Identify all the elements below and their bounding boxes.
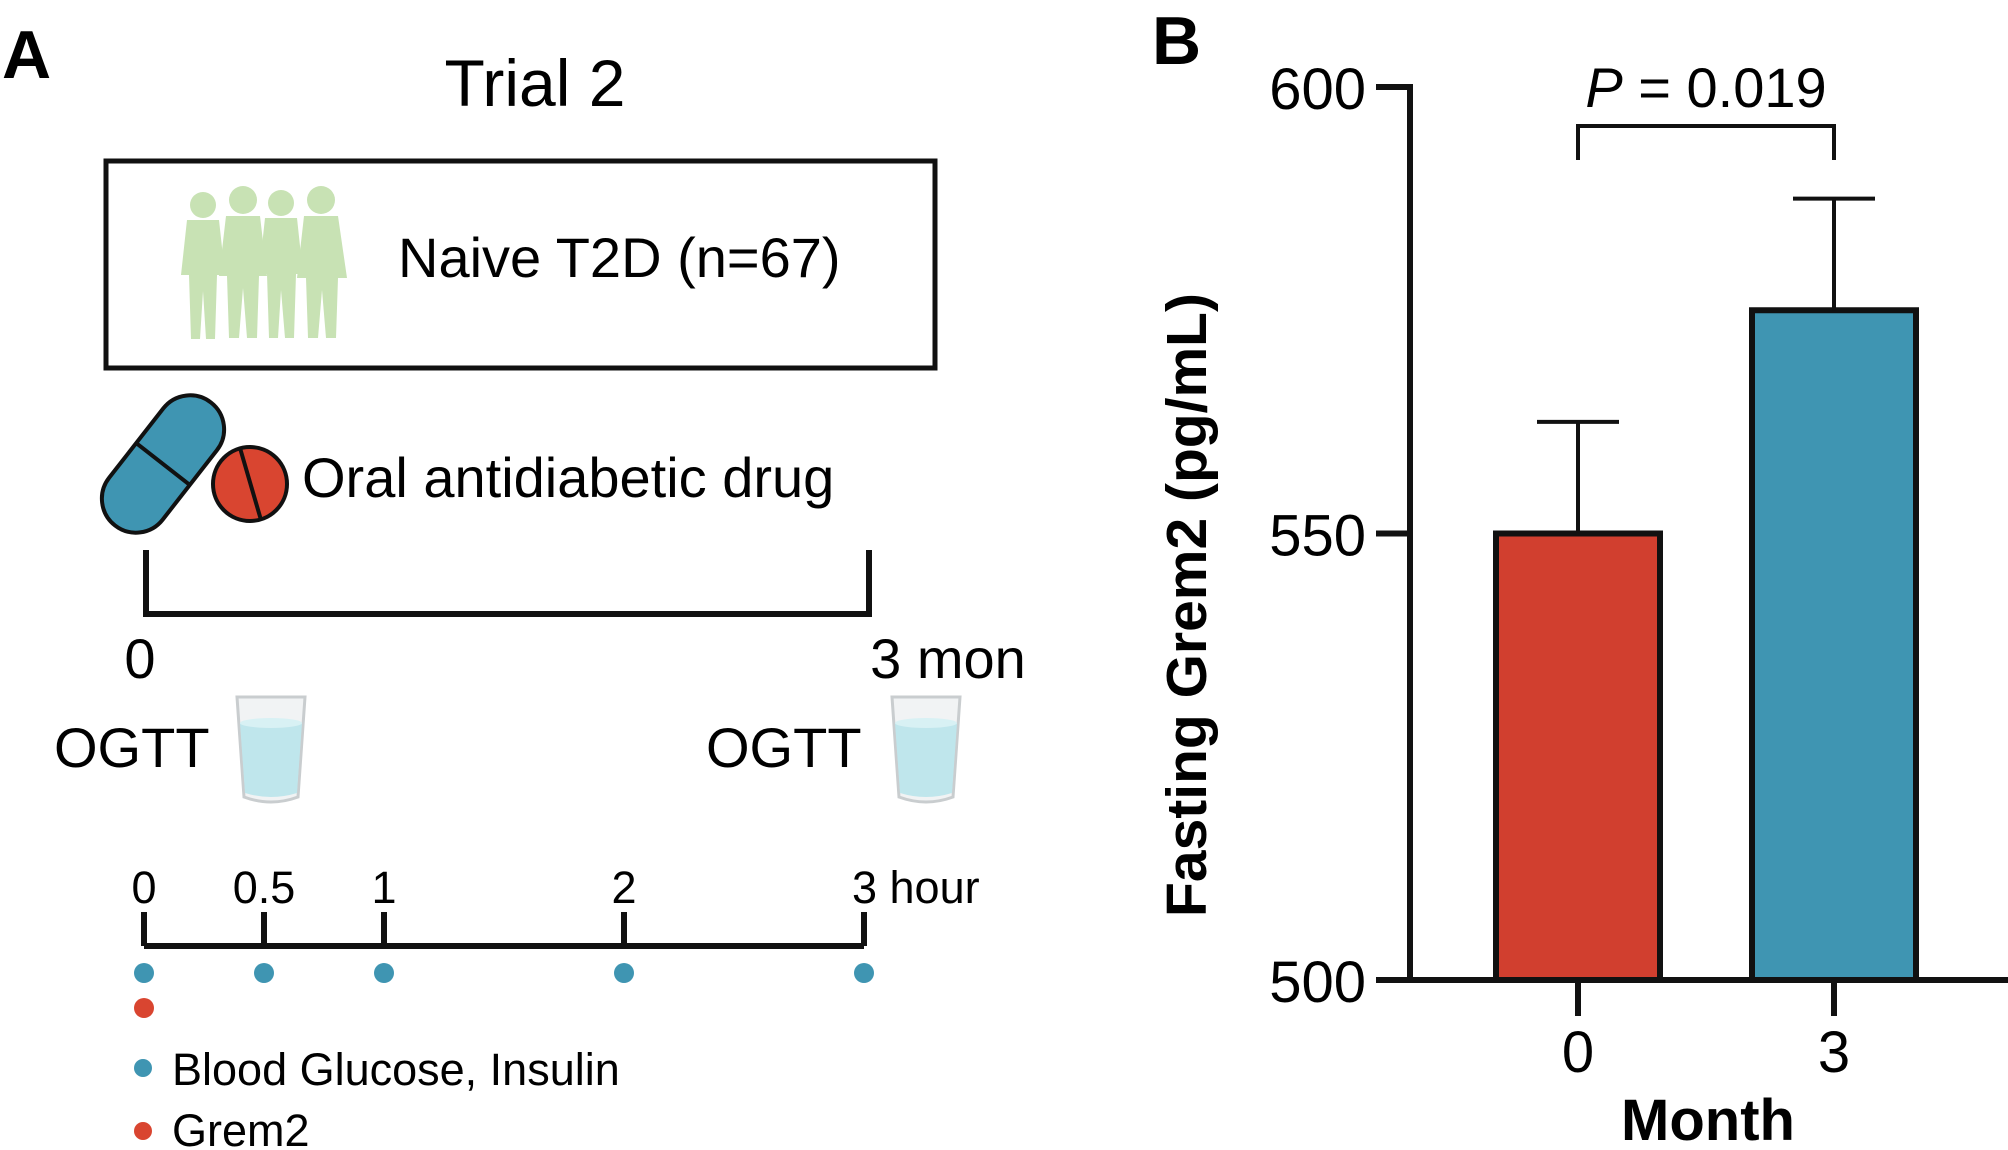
legend-marker-grem2 — [134, 1122, 152, 1140]
ogtt-time-axis: 0 0.5 1 2 3 hour — [131, 862, 980, 1018]
y-axis-label: Fasting Grem2 (pg/mL) — [1155, 293, 1219, 917]
panel-b-label: B — [1152, 3, 1201, 79]
trial-title: Trial 2 — [445, 46, 626, 120]
bar-month-0 — [1493, 530, 1663, 983]
cohort-box — [103, 158, 938, 371]
ogtt-tick-label: 2 — [611, 862, 636, 913]
sample-dot-grem2 — [134, 998, 154, 1018]
sample-dot-glucose-insulin — [614, 963, 634, 983]
p-value-label: P = 0.019 — [1585, 56, 1826, 119]
sample-dot-glucose-insulin — [374, 963, 394, 983]
bar-month-3 — [1749, 307, 1919, 983]
timeline-start-label: 0 — [124, 627, 155, 690]
significance-bracket — [1576, 124, 1836, 160]
legend-label-glucose-insulin: Blood Glucose, Insulin — [172, 1044, 620, 1095]
people-silhouette-icon — [181, 186, 347, 339]
ogtt-tick-label: 0.5 — [233, 862, 296, 913]
sample-dot-glucose-insulin — [254, 963, 274, 983]
cohort-label: Naive T2D (n=67) — [398, 226, 841, 289]
panel-a-label: A — [2, 17, 51, 93]
sample-dot-glucose-insulin — [854, 963, 874, 983]
panel-b: B Fasting Grem2 (pg/mL) 500 550 600 0 3 P = … — [1152, 3, 2008, 1150]
chart-bars — [1493, 196, 1919, 983]
ogtt-tick-label: 3 hour — [852, 862, 980, 913]
capsule-icon — [99, 393, 227, 535]
timeline-end-label: 3 mon — [870, 627, 1026, 690]
ogtt-label-baseline: OGTT — [54, 716, 210, 779]
treatment-label: Oral antidiabetic drug — [302, 446, 834, 509]
sample-legend: Blood Glucose, Insulin Grem2 — [134, 1044, 620, 1150]
timeline-bracket — [143, 550, 872, 617]
p-symbol: P — [1585, 56, 1622, 119]
tablet-icon — [211, 445, 289, 523]
glass-icon — [890, 695, 962, 804]
sample-dot-glucose-insulin — [134, 963, 154, 983]
ogtt-label-followup: OGTT — [706, 716, 862, 779]
ogtt-tick-label: 1 — [371, 862, 396, 913]
glass-icon — [235, 695, 307, 804]
y-tick-label: 550 — [1269, 504, 1366, 569]
y-tick-label: 600 — [1269, 57, 1366, 122]
legend-marker-glucose-insulin — [134, 1059, 152, 1077]
p-value: = 0.019 — [1623, 56, 1827, 119]
y-tick-label: 500 — [1269, 950, 1366, 1015]
x-axis-label: Month — [1621, 1088, 1795, 1150]
panel-a: A Trial 2 Naive T2D (n=67) Or — [2, 17, 1026, 1150]
x-tick-label: 0 — [1562, 1020, 1594, 1085]
legend-label-grem2: Grem2 — [172, 1105, 310, 1150]
ogtt-tick-label: 0 — [131, 862, 156, 913]
x-tick-label: 3 — [1818, 1020, 1850, 1085]
